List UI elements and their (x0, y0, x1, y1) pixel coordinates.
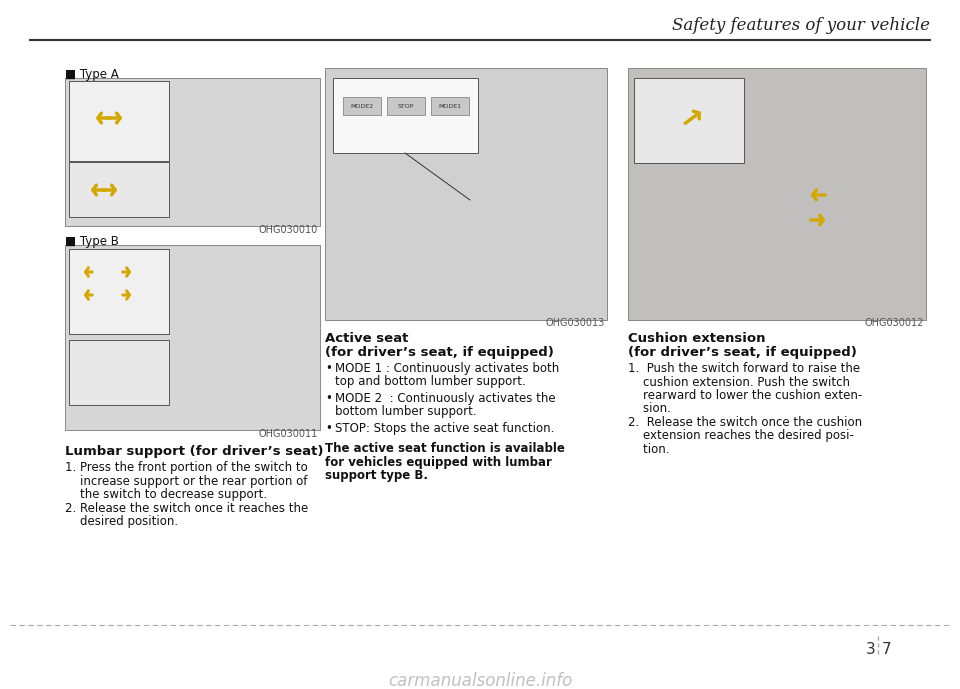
Text: •: • (325, 392, 332, 405)
Text: (for driver’s seat, if equipped): (for driver’s seat, if equipped) (628, 346, 857, 359)
Text: 1. Press the front portion of the switch to: 1. Press the front portion of the switch… (65, 461, 308, 474)
Text: OHG030012: OHG030012 (865, 318, 924, 328)
Text: Lumbar support (for driver’s seat): Lumbar support (for driver’s seat) (65, 445, 324, 458)
Text: STOP: STOP (397, 103, 414, 108)
Text: bottom lumber support.: bottom lumber support. (335, 406, 476, 418)
Bar (333, 78, 478, 153)
Text: extension reaches the desired posi-: extension reaches the desired posi- (628, 429, 853, 442)
Text: support type B.: support type B. (325, 469, 428, 482)
Bar (69, 81, 169, 161)
Text: ■ Type B: ■ Type B (65, 235, 119, 248)
Text: carmanualsonline.info: carmanualsonline.info (388, 672, 572, 689)
Text: OHG030013: OHG030013 (545, 318, 605, 328)
Text: MODE 1 : Continuously activates both: MODE 1 : Continuously activates both (335, 362, 560, 375)
Text: OHG030011: OHG030011 (259, 429, 318, 439)
Text: OHG030010: OHG030010 (259, 225, 318, 235)
Bar (69, 162, 169, 217)
Bar (325, 68, 607, 320)
Text: •: • (325, 362, 332, 375)
Bar (343, 97, 381, 115)
Text: tion.: tion. (628, 443, 669, 456)
Text: Active seat: Active seat (325, 332, 408, 345)
Text: top and bottom lumber support.: top and bottom lumber support. (335, 376, 526, 389)
Text: The active seat function is available: The active seat function is available (325, 442, 564, 455)
Text: Safety features of your vehicle: Safety features of your vehicle (672, 17, 930, 34)
Text: MODE 2  : Continuously activates the: MODE 2 : Continuously activates the (335, 392, 556, 405)
Text: desired position.: desired position. (65, 515, 179, 528)
Text: 2.  Release the switch once the cushion: 2. Release the switch once the cushion (628, 416, 862, 429)
Text: the switch to decrease support.: the switch to decrease support. (65, 488, 267, 501)
Text: for vehicles equipped with lumbar: for vehicles equipped with lumbar (325, 456, 552, 469)
Bar (634, 78, 744, 163)
Text: •: • (325, 422, 332, 435)
Text: increase support or the rear portion of: increase support or the rear portion of (65, 475, 307, 488)
Bar (69, 249, 169, 334)
Text: sion.: sion. (628, 402, 671, 415)
Text: ■ Type A: ■ Type A (65, 68, 119, 81)
Text: rearward to lower the cushion exten-: rearward to lower the cushion exten- (628, 389, 862, 402)
Bar (65, 78, 320, 226)
Text: 2. Release the switch once it reaches the: 2. Release the switch once it reaches th… (65, 502, 308, 515)
Bar (431, 97, 469, 115)
Text: Cushion extension: Cushion extension (628, 332, 765, 345)
Text: STOP: Stops the active seat function.: STOP: Stops the active seat function. (335, 422, 554, 435)
Text: MODE1: MODE1 (439, 103, 462, 108)
Text: 7: 7 (882, 642, 892, 657)
Bar (387, 97, 425, 115)
Bar (69, 340, 169, 405)
Text: MODE2: MODE2 (350, 103, 373, 108)
Text: (for driver’s seat, if equipped): (for driver’s seat, if equipped) (325, 346, 554, 359)
Bar (65, 245, 320, 430)
Text: 1.  Push the switch forward to raise the: 1. Push the switch forward to raise the (628, 362, 860, 375)
Bar (628, 68, 926, 320)
Text: 3: 3 (866, 642, 876, 657)
Text: cushion extension. Push the switch: cushion extension. Push the switch (628, 376, 850, 389)
